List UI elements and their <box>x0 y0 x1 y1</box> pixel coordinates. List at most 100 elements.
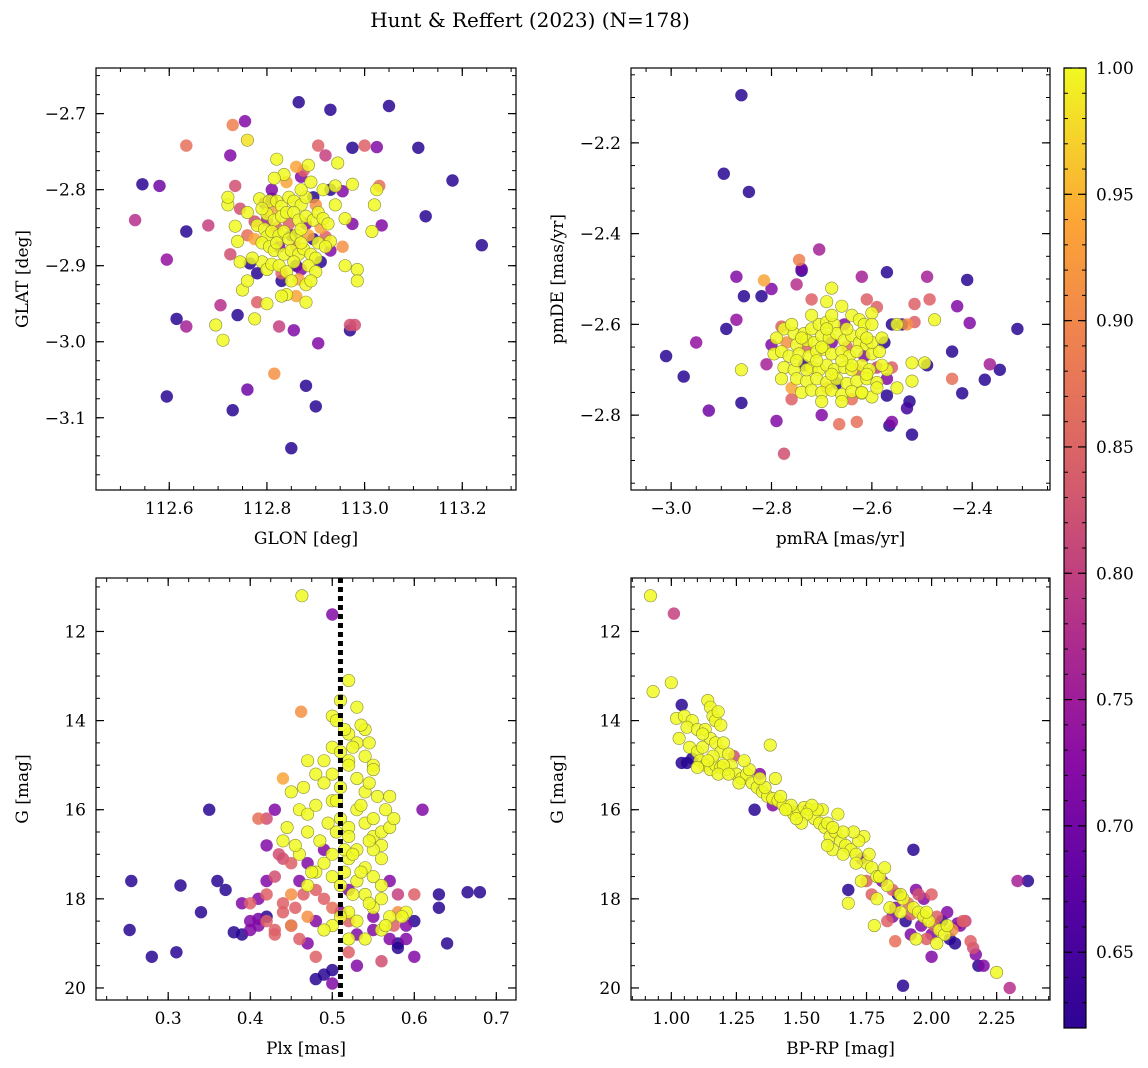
y-tick-label: −2.7 <box>45 105 86 125</box>
data-point <box>440 937 454 950</box>
data-point <box>878 861 892 875</box>
data-point <box>194 906 208 919</box>
data-point <box>748 803 761 816</box>
axes-frame <box>95 67 517 491</box>
data-point <box>475 239 488 252</box>
data-point <box>294 222 308 236</box>
y-tick-label: 16 <box>599 801 621 821</box>
x-tick-label: −2.8 <box>751 499 792 519</box>
x-tick-label: 2.00 <box>913 1009 951 1029</box>
data-point <box>211 874 224 888</box>
data-point <box>362 896 376 910</box>
data-point <box>840 322 854 336</box>
data-point <box>925 950 938 963</box>
data-point <box>664 676 678 690</box>
data-point <box>366 870 380 884</box>
data-point <box>379 803 393 817</box>
data-point <box>251 296 264 309</box>
data-point <box>244 897 257 910</box>
data-point <box>815 394 829 408</box>
data-point <box>350 914 364 928</box>
data-point <box>229 179 242 193</box>
data-point <box>238 115 252 128</box>
data-point <box>785 393 798 406</box>
data-point <box>240 274 254 288</box>
data-point <box>280 820 294 834</box>
data-point <box>318 240 332 254</box>
data-point <box>956 387 969 400</box>
x-axis-label: pmRA [mas/yr] <box>776 529 905 549</box>
data-point <box>825 367 839 381</box>
data-point <box>275 289 289 303</box>
data-point <box>350 274 364 288</box>
data-point <box>696 740 710 754</box>
panel-pmra-pmde: −3.0 −2.8 −2.6 −2.4 −2.8 −2.6 −2.4 −2.2 pmRA [ma… <box>548 67 1051 549</box>
y-tick-label: 14 <box>599 712 621 732</box>
y-tick-label: 12 <box>599 622 621 642</box>
data-point <box>734 363 748 377</box>
data-point <box>276 772 290 785</box>
data-point <box>160 390 173 403</box>
data-point <box>755 290 768 303</box>
data-point <box>1011 874 1024 888</box>
data-point <box>272 848 286 861</box>
data-point <box>909 932 923 946</box>
data-point <box>203 803 216 816</box>
x-tick-label: 2.25 <box>978 1009 1016 1029</box>
data-point <box>272 320 286 333</box>
data-point <box>342 946 355 959</box>
data-point <box>224 149 237 162</box>
data-point <box>342 673 356 687</box>
data-point <box>825 281 839 295</box>
data-point <box>383 932 396 946</box>
data-point <box>289 901 302 914</box>
data-point <box>326 977 339 990</box>
data-point <box>714 718 728 732</box>
data-point <box>841 896 855 910</box>
data-point <box>241 383 254 396</box>
data-point <box>295 589 309 603</box>
data-point <box>722 767 736 781</box>
data-point <box>312 139 325 152</box>
data-point <box>842 883 855 897</box>
data-point <box>345 177 359 191</box>
data-point <box>963 316 976 330</box>
data-point <box>765 282 778 296</box>
data-point <box>174 879 187 892</box>
colorbar-tick-label: 0.80 <box>1096 564 1134 584</box>
data-point <box>216 333 230 347</box>
data-point <box>362 776 376 790</box>
data-point <box>395 910 409 924</box>
data-point <box>860 367 874 381</box>
data-point <box>701 754 715 768</box>
data-point <box>374 878 388 892</box>
data-point <box>260 914 273 928</box>
axes-frame <box>95 577 517 1001</box>
data-point <box>202 219 215 232</box>
x-tick-label: 1.25 <box>717 1009 755 1029</box>
data-point <box>227 926 240 939</box>
data-point <box>350 959 364 972</box>
data-point <box>785 317 799 331</box>
data-point <box>350 700 364 714</box>
data-point <box>855 385 869 399</box>
data-point <box>284 785 298 799</box>
data-point <box>260 297 274 311</box>
data-point <box>795 331 809 345</box>
data-point <box>326 901 339 914</box>
data-point <box>354 865 368 879</box>
data-point <box>792 253 806 267</box>
data-point <box>696 727 710 741</box>
colorbar: 0.65 0.70 0.75 0.80 0.85 0.90 0.95 1.00 <box>1063 59 1134 1029</box>
data-point <box>835 354 849 368</box>
data-point <box>760 358 773 371</box>
data-point <box>268 870 281 883</box>
data-point <box>319 149 332 162</box>
data-point <box>850 345 864 359</box>
data-point <box>865 306 879 320</box>
data-point <box>244 914 257 928</box>
data-point <box>831 807 845 821</box>
data-point <box>362 736 376 750</box>
data-point <box>1021 874 1035 888</box>
data-point <box>226 404 239 417</box>
